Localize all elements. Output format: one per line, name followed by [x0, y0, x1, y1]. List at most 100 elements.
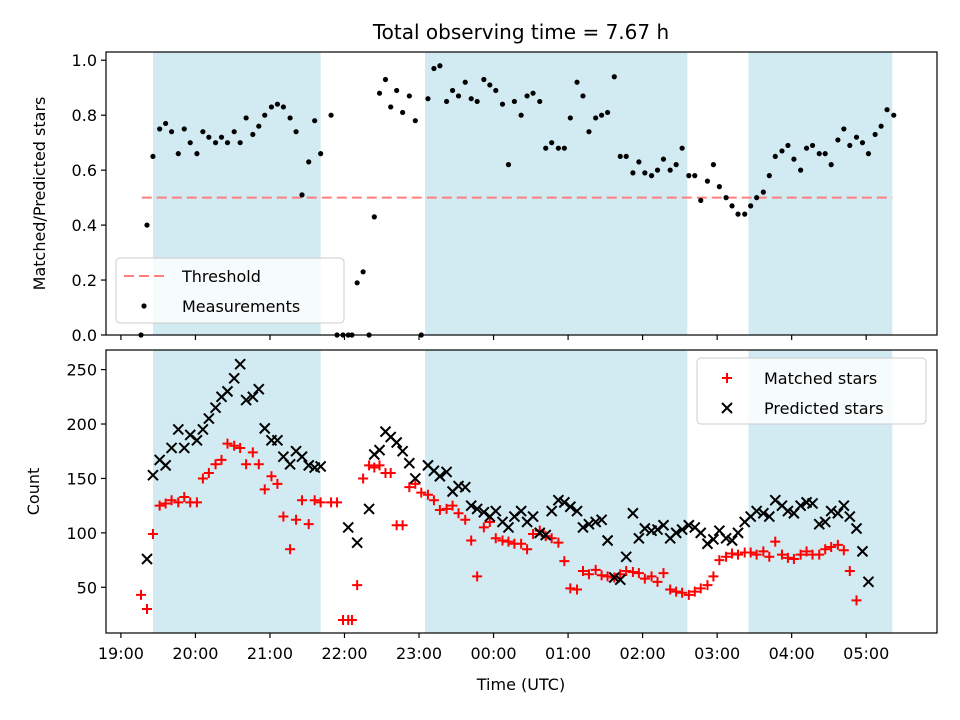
- measurement-point: [574, 79, 580, 85]
- matched-star-point: [621, 565, 632, 576]
- measurement-point: [549, 140, 555, 146]
- measurement-point: [274, 101, 281, 107]
- predicted-star-point: [627, 507, 639, 519]
- matched-star-point: [404, 482, 415, 493]
- measurement-point: [623, 153, 629, 160]
- measurement-point: [431, 65, 437, 72]
- legend-predicted-label: Predicted stars: [764, 399, 884, 418]
- matched-star-point: [478, 522, 489, 533]
- measurement-point: [268, 104, 275, 110]
- matched-star-point: [247, 447, 258, 458]
- matched-star-point: [272, 478, 283, 489]
- matched-star-point: [596, 570, 607, 581]
- measurement-point: [654, 167, 661, 173]
- measurement-point: [853, 134, 860, 140]
- matched-star-point: [727, 548, 738, 559]
- measurement-point: [580, 93, 586, 99]
- measurement-point: [543, 145, 549, 151]
- axes-frame: [105, 349, 938, 634]
- ratio-panel: 0.0 0.2 0.4 0.6 0.8 1.0 Matched/Predicted star…: [30, 51, 938, 345]
- y-tick-label: 200: [66, 415, 97, 434]
- predicted-star-point: [390, 436, 403, 449]
- predicted-star-point: [608, 571, 620, 584]
- measurement-point: [679, 145, 685, 151]
- predicted-star-point: [221, 385, 234, 398]
- predicted-star-point: [813, 518, 825, 530]
- measurement-point: [256, 123, 262, 129]
- predicted-star-point: [862, 576, 875, 588]
- matched-star-point: [844, 565, 855, 576]
- matched-star-point: [434, 505, 445, 516]
- legend-box: [696, 357, 927, 425]
- measurement-point: [872, 131, 878, 138]
- measurement-point: [599, 112, 605, 118]
- measurement-point: [798, 167, 804, 173]
- predicted-star-point: [314, 460, 327, 473]
- measurement-point: [157, 126, 163, 132]
- matched-star-point: [677, 587, 688, 598]
- matched-star-point: [472, 571, 483, 582]
- x-tick-label: 02:00: [620, 644, 666, 663]
- matched-star-point: [577, 565, 588, 576]
- predicted-star-point: [159, 459, 172, 472]
- measurement-point: [593, 115, 599, 121]
- measurement-point: [318, 151, 324, 157]
- matched-star-point: [776, 549, 787, 560]
- measurement-point: [754, 195, 760, 201]
- matched-star-point: [820, 544, 831, 555]
- measurement-point: [443, 98, 450, 105]
- measurement-point: [406, 93, 412, 99]
- matched-star-point: [447, 500, 458, 511]
- measurement-point: [692, 173, 698, 179]
- matched-star-point: [758, 546, 769, 557]
- matched-star-point: [583, 569, 594, 580]
- predicted-star-point: [197, 423, 209, 436]
- measurement-point: [847, 142, 853, 149]
- measurement-point: [449, 87, 456, 94]
- matched-star-point: [565, 583, 576, 594]
- y-tick-label: 0.2: [72, 271, 97, 290]
- matched-star-point: [253, 459, 264, 470]
- measurement-point: [224, 140, 231, 146]
- x-tick-label: 03:00: [694, 644, 740, 663]
- y-tick-label: 0.8: [72, 106, 97, 125]
- legend-threshold-label: Threshold: [181, 267, 261, 286]
- matched-star-point: [428, 495, 439, 506]
- predicted-star-point: [471, 503, 483, 515]
- matched-star-point: [751, 549, 762, 560]
- measurement-point: [828, 162, 834, 168]
- y-axis-label: Count: [24, 468, 43, 516]
- x-tick-label: 05:00: [843, 644, 889, 663]
- predicted-star-point: [614, 573, 626, 586]
- matched-star-point: [490, 533, 501, 544]
- matched-star-point: [266, 471, 277, 482]
- y-tick-label: 0.6: [72, 161, 97, 180]
- measurement-point: [567, 115, 573, 121]
- matched-star-point: [352, 580, 363, 591]
- measurement-point: [803, 145, 810, 151]
- predicted-star-point: [782, 505, 794, 517]
- observing-interval-band: [152, 350, 321, 633]
- predicted-star-point: [732, 527, 744, 539]
- y-tick-label: 0.0: [72, 326, 97, 345]
- predicted-star-point: [403, 457, 416, 469]
- predicted-star-point: [234, 358, 246, 370]
- predicted-star-point: [478, 506, 490, 518]
- measurement-point: [779, 148, 785, 154]
- matched-star-point: [788, 553, 799, 564]
- observing-interval-band: [424, 52, 688, 335]
- measurement-point: [723, 195, 729, 201]
- predicted-star-point: [676, 523, 688, 536]
- measurement-point: [299, 192, 305, 198]
- matched-star-point: [173, 497, 184, 508]
- matched-star-point: [602, 571, 613, 582]
- measurement-point: [487, 82, 493, 88]
- matched-star-point: [627, 567, 638, 578]
- measurement-point: [168, 129, 175, 135]
- measurement-point: [481, 76, 487, 83]
- measurement-point: [206, 134, 212, 140]
- matched-star-point: [708, 571, 719, 582]
- measurement-point: [586, 129, 592, 135]
- matched-star-point: [278, 511, 289, 522]
- matched-star-point: [154, 500, 165, 511]
